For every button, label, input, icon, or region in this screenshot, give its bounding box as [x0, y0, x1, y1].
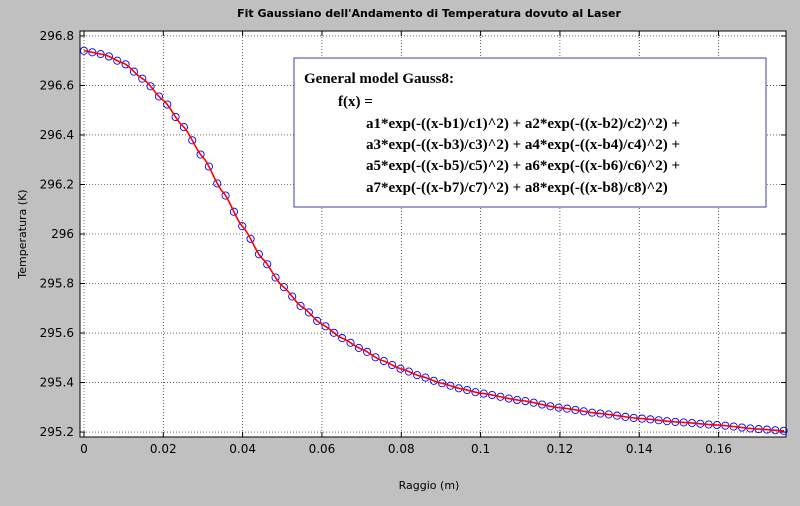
x-tick-label: 0.12 — [547, 442, 574, 456]
x-tick-label: 0.1 — [471, 442, 490, 456]
x-axis-label: Raggio (m) — [399, 479, 460, 492]
data-point — [354, 343, 363, 352]
data-point — [171, 112, 180, 122]
data-markers — [79, 46, 788, 435]
y-tick-label: 295.6 — [40, 326, 74, 340]
data-point — [213, 179, 222, 188]
data-point — [413, 371, 422, 380]
y-tick-label: 295.4 — [40, 376, 74, 390]
data-point — [388, 360, 397, 370]
data-point — [446, 381, 455, 390]
x-tick-label: 0.14 — [626, 442, 653, 456]
legend-line-3: a1*exp(-((x-b1)/c1)^2) + a2*exp(-((x-b2)… — [366, 116, 680, 132]
x-tick-label: 0.06 — [309, 442, 336, 456]
data-point — [121, 60, 130, 69]
x-tick-label: 0.08 — [388, 442, 415, 456]
data-point — [246, 234, 255, 243]
y-tick-label: 296.8 — [40, 29, 74, 43]
legend-line-4: a3*exp(-((x-b3)/c3)^2) + a4*exp(-((x-b4)… — [366, 137, 680, 153]
data-point — [254, 250, 263, 259]
data-point — [304, 308, 313, 317]
y-tick-label: 296.4 — [40, 128, 74, 142]
data-point — [104, 52, 113, 61]
legend-line-1: General model Gauss8: — [304, 71, 454, 87]
x-tick-label: 0.16 — [705, 442, 732, 456]
data-point — [179, 123, 188, 132]
chart-title: Fit Gaussiano dell'Andamento di Temperat… — [237, 7, 621, 20]
data-point — [263, 260, 272, 269]
data-point — [379, 356, 388, 366]
axis-ticks: 0 0.02 0.04 0.06 0.08 0.1 0.12 0.14 0.16 295.2 295… — [40, 29, 786, 456]
data-point — [146, 82, 155, 91]
data-point — [288, 292, 297, 301]
data-point — [363, 347, 372, 356]
data-point — [113, 56, 122, 65]
data-point — [371, 353, 380, 362]
data-point — [154, 92, 163, 101]
data-point — [238, 222, 247, 231]
legend-line-6: a7*exp(-((x-b7)/c7)^2) + a8*exp(-((x-b8)… — [366, 180, 668, 196]
y-tick-label: 296 — [51, 227, 74, 241]
data-point — [204, 162, 213, 171]
data-point — [313, 316, 322, 325]
data-point — [346, 338, 355, 347]
data-point — [229, 207, 238, 216]
data-point — [188, 136, 197, 145]
y-axis-label: Temperatura (K) — [16, 189, 29, 279]
legend-box — [293, 57, 767, 208]
data-point — [296, 301, 305, 310]
data-point — [221, 191, 230, 200]
y-tick-label: 296.6 — [40, 78, 74, 92]
data-point — [321, 322, 330, 331]
data-point — [138, 74, 147, 83]
x-tick-label: 0.02 — [150, 442, 177, 456]
y-tick-label: 295.8 — [40, 277, 74, 291]
data-point — [279, 283, 288, 292]
y-tick-label: 295.2 — [40, 425, 74, 439]
data-point — [338, 334, 347, 343]
data-point — [129, 67, 138, 76]
fit-curve — [83, 50, 785, 432]
legend-line-5: a5*exp(-((x-b5)/c5)^2) + a6*exp(-((x-b6)… — [366, 158, 680, 174]
x-tick-label: 0 — [80, 442, 88, 456]
data-point — [421, 373, 430, 382]
x-tick-label: 0.04 — [229, 442, 256, 456]
y-tick-label: 296.2 — [40, 177, 74, 191]
legend-line-2: f(x) = — [338, 94, 373, 110]
data-point — [404, 367, 413, 376]
data-point — [196, 150, 205, 159]
data-point — [329, 328, 338, 337]
data-point — [163, 100, 172, 109]
data-point — [396, 364, 405, 373]
data-point — [429, 376, 438, 385]
data-point — [271, 273, 280, 282]
